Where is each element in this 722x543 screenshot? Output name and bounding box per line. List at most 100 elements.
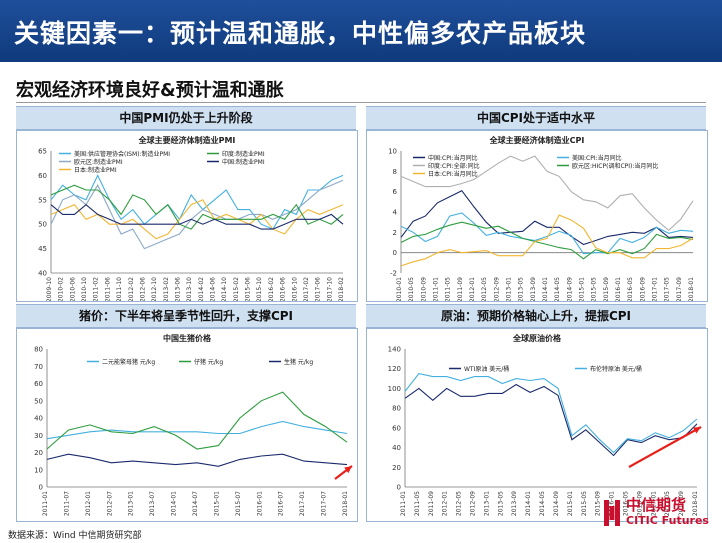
- x-tick-label: 2017-07: [321, 491, 328, 516]
- x-tick-label: 2017-02: [303, 277, 310, 301]
- x-tick-label: 2011-06: [104, 277, 111, 301]
- series-line: [404, 383, 698, 457]
- legend-label: 中国:CPI:当月同比: [428, 154, 478, 162]
- citic-logo: 中信期货 CITIC Futures: [602, 494, 712, 538]
- x-tick-label: 2016-01: [615, 277, 622, 301]
- x-tick-label: 2013-01: [506, 277, 513, 301]
- series-line: [404, 372, 698, 454]
- x-tick-label: 2015-05: [591, 277, 598, 301]
- legend-label: 印度:制造业PMI: [222, 150, 265, 158]
- x-tick-label: 2017-09: [676, 277, 683, 301]
- chart-title: 全球原油价格: [512, 333, 562, 343]
- x-tick-label: 2011-09: [457, 277, 464, 301]
- x-tick-label: 2017-05: [664, 277, 671, 301]
- legend-label: 二元能繁母猪 元/kg: [102, 358, 155, 366]
- x-tick-label: 2014-10: [221, 277, 228, 301]
- x-tick-label: 2013-02: [163, 277, 170, 301]
- x-tick-label: 2015-07: [235, 491, 242, 516]
- oil-price-chart: 全球原油价格 0 20 40 60 80 100 120 140 2011-01 2011-05 20…: [388, 333, 702, 516]
- x-tick-label: 2015-01: [567, 491, 574, 516]
- x-tick-label: 2013-09: [511, 491, 518, 516]
- series-line: [400, 221, 694, 260]
- series-line: [46, 391, 348, 450]
- x-tick-label: 2010-02: [58, 277, 65, 301]
- y-tick-label: 65: [38, 148, 47, 156]
- legend-label: 仔猪 元/kg: [194, 358, 223, 366]
- series-line: [400, 190, 694, 246]
- x-tick-label: 2015-09: [595, 491, 602, 516]
- x-tick-label: 2014-06: [210, 277, 217, 301]
- legend-label: 美国:CPI:当月同比: [572, 154, 622, 162]
- trend-arrow-head: [693, 427, 701, 434]
- logo-text-cn: 中信期货: [626, 496, 687, 514]
- x-tick-label: 2014-05: [539, 491, 546, 516]
- x-tick-label: 2015-02: [233, 277, 240, 301]
- x-tick-label: 2015-01: [213, 491, 220, 516]
- x-tick-label: 2016-02: [268, 277, 275, 301]
- chart-title: 中国生猪价格: [163, 333, 212, 343]
- x-tick-label: 2011-10: [116, 277, 123, 301]
- x-tick-label: 2016-10: [291, 277, 298, 301]
- x-tick-label: 2012-02: [128, 277, 135, 301]
- x-tick-label: 2016-09: [636, 491, 643, 516]
- x-tick-label: 2012-10: [151, 277, 158, 301]
- series-line: [50, 199, 344, 240]
- x-tick-label: 2018-01: [342, 491, 349, 516]
- x-tick-label: 2014-05: [554, 277, 561, 301]
- citic-logo-icon: [604, 500, 620, 526]
- x-tick-label: 2011-01: [42, 491, 49, 516]
- y-tick-label: 40: [392, 444, 401, 452]
- x-tick-label: 2017-09: [678, 491, 685, 516]
- y-tick-label: 60: [392, 424, 401, 432]
- y-tick-label: 0: [393, 249, 397, 257]
- series-line: [50, 179, 344, 250]
- trend-arrow-head: [344, 466, 352, 474]
- panel-header-hog: 猪价：下半年将呈季节性回升，支撑CPI: [16, 304, 356, 328]
- x-tick-label: 2011-07: [63, 491, 70, 516]
- x-tick-label: 2013-01: [128, 491, 135, 516]
- x-tick-label: 2012-07: [106, 491, 113, 516]
- panel-label-hog: 猪价：下半年将呈季节性回升，支撑CPI: [78, 309, 294, 323]
- x-tick-label: 2014-02: [198, 277, 205, 301]
- panel-cpi: 全球主要经济体制造业CPI -2 0 2 4 6 8 10 2010-01 2010-05 2010…: [366, 130, 708, 302]
- y-tick-label: 20: [392, 464, 401, 472]
- trend-arrow: [628, 426, 702, 468]
- x-tick-label: 2016-05: [627, 277, 634, 301]
- x-tick-label: 2017-01: [650, 491, 657, 516]
- x-tick-label: 2017-10: [326, 277, 333, 301]
- x-tick-label: 2016-09: [639, 277, 646, 301]
- x-tick-label: 2014-09: [566, 277, 573, 301]
- series-line: [46, 420, 348, 440]
- y-tick-label: 50: [38, 221, 47, 229]
- x-tick-label: 2012-09: [493, 277, 500, 301]
- chart-title: 全球主要经济体制造业CPI: [489, 135, 585, 145]
- x-tick-label: 2012-09: [470, 491, 477, 516]
- y-tick-label: 10: [34, 466, 43, 474]
- x-tick-label: 2015-01: [579, 277, 586, 301]
- x-tick-label: 2013-05: [518, 277, 525, 301]
- x-tick-label: 2013-09: [530, 277, 537, 301]
- x-tick-label: 2010-06: [69, 277, 76, 301]
- pmi-chart: 全球主要经济体制造业PMI 40 45 50 55 60 65 2009-10 2010-02 2…: [38, 135, 345, 302]
- hog-price-chart: 中国生猪价格 0 10 20 30 40 50 60 70 80 2011-01 2011-07 201…: [34, 333, 353, 516]
- legend-label: 日本:制造业PMI: [74, 166, 117, 174]
- y-tick-label: 2: [393, 229, 397, 237]
- y-tick-label: 100: [388, 385, 401, 393]
- x-tick-label: 2016-07: [278, 491, 285, 516]
- x-tick-label: 2015-05: [581, 491, 588, 516]
- x-tick-label: 2012-05: [456, 491, 463, 516]
- y-tick-label: 0: [39, 484, 43, 492]
- x-tick-label: 2009-10: [46, 277, 53, 301]
- y-tick-label: 80: [34, 346, 43, 354]
- x-tick-label: 2013-07: [149, 491, 156, 516]
- x-tick-label: 2015-09: [603, 277, 610, 301]
- y-tick-label: 40: [34, 415, 43, 423]
- section-divider: [16, 102, 706, 103]
- y-tick-label: 140: [388, 346, 401, 354]
- x-tick-label: 2015-06: [245, 277, 252, 301]
- x-tick-label: 2011-05: [445, 277, 452, 301]
- panel-header-pmi: 中国PMI仍处于上升阶段: [16, 106, 356, 130]
- y-tick-label: 10: [388, 148, 397, 156]
- legend-label: 生猪 元/kg: [284, 358, 313, 366]
- y-tick-label: 30: [34, 432, 43, 440]
